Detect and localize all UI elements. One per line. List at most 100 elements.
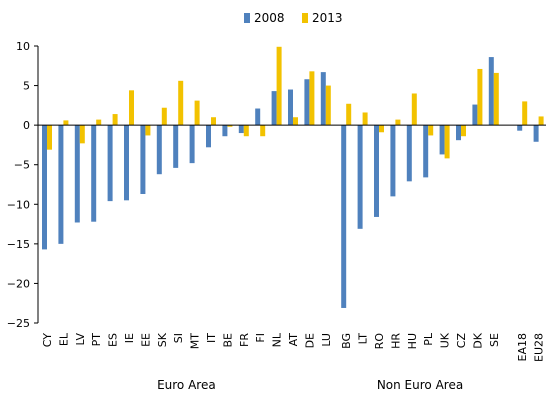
y-tick-label: −10 <box>7 198 30 211</box>
x-tick-label: CZ <box>455 333 468 349</box>
x-tick-label: FR <box>238 333 251 347</box>
bar-2013-RO <box>379 125 384 133</box>
x-tick-label: EL <box>57 332 70 346</box>
x-tick-label: SI <box>172 333 185 343</box>
x-tick-label: BE <box>221 333 234 348</box>
bar-2008-IT <box>206 125 211 148</box>
bar-2013-EE <box>145 125 151 136</box>
x-tick-label: HR <box>389 333 402 349</box>
x-tick-label: AT <box>287 333 300 347</box>
bar-2013-SE <box>493 72 499 126</box>
bar-2008-FI <box>255 108 261 126</box>
bar-2008-AT <box>288 89 293 126</box>
bar-2008-HU <box>406 125 412 182</box>
bar-2008-EU28 <box>533 125 539 142</box>
bar-2008-FR <box>238 125 244 134</box>
x-tick-label: EE <box>139 333 152 347</box>
y-tick-label: 0 <box>23 119 30 132</box>
bar-2008-LT <box>357 125 363 229</box>
bar-2008-EE <box>140 125 146 194</box>
x-tick-label: IE <box>123 333 136 343</box>
x-tick-label: HU <box>406 333 419 349</box>
bar-2008-DE <box>304 79 310 126</box>
x-tick-label: RO <box>373 333 386 350</box>
x-tick-label: MT <box>189 333 202 349</box>
x-tick-label: DE <box>303 333 316 348</box>
legend-label-2013: 2013 <box>312 11 343 25</box>
bar-2013-DE <box>309 71 315 126</box>
bar-2008-UK <box>439 125 445 155</box>
bar-2013-NL <box>276 46 282 126</box>
bar-2008-PL <box>423 125 429 178</box>
bar-2013-EL <box>63 120 69 126</box>
bar-2013-LU <box>325 85 331 126</box>
y-tick-label: 10 <box>16 40 30 53</box>
bar-2013-EA18 <box>522 101 528 126</box>
bar-2013-PL <box>428 125 434 136</box>
x-tick-label: DK <box>471 332 484 348</box>
group-label: Euro Area <box>157 378 216 392</box>
x-tick-label: FI <box>254 333 267 343</box>
bar-2013-FI <box>260 125 266 137</box>
bar-2013-DK <box>477 68 483 126</box>
bar-2008-RO <box>374 125 379 217</box>
bar-2008-HR <box>390 125 396 197</box>
x-tick-label: LV <box>74 333 87 346</box>
bar-2013-FR <box>243 125 249 137</box>
bar-2013-LV <box>79 125 85 144</box>
bar-2013-EU28 <box>538 116 544 126</box>
bars <box>42 46 544 308</box>
bar-2013-UK <box>444 125 450 159</box>
y-tick-label: 5 <box>23 80 30 93</box>
bar-2008-CZ <box>456 125 461 141</box>
x-tick-label: PT <box>90 333 103 347</box>
x-tick-label: IT <box>205 333 218 343</box>
bar-2008-LV <box>74 125 80 223</box>
bar-2013-LT <box>362 112 368 126</box>
x-tick-label: EA18 <box>516 333 529 361</box>
bar-2013-SI <box>178 80 184 126</box>
bar-2008-LU <box>320 72 326 126</box>
x-tick-label: BG <box>340 333 353 349</box>
legend-swatch-2008 <box>244 13 250 23</box>
legend-label-2008: 2008 <box>254 11 285 25</box>
x-tick-label: EU28 <box>533 333 546 362</box>
group-label: Non Euro Area <box>377 378 463 392</box>
bar-2008-PT <box>91 125 97 222</box>
y-axis: 10 5 0 −5 −10 −15 −20 −25 <box>7 40 39 330</box>
bar-2008-SE <box>488 57 494 126</box>
x-tick-label: ES <box>107 333 120 347</box>
bar-2013-CZ <box>461 125 466 137</box>
bar-2008-SK <box>156 125 162 175</box>
x-tick-label: UK <box>439 332 452 348</box>
bar-2013-AT <box>293 117 298 126</box>
x-tick-label: CY <box>41 333 54 347</box>
x-tick-label: NL <box>271 332 284 347</box>
bar-2013-PT <box>96 119 102 126</box>
bar-2013-MT <box>194 100 200 126</box>
bar-2008-NL <box>271 91 277 126</box>
x-axis: CY EL LV PT ES IE EE SK SI MT IT BE FR FI NL AT DE LU BG LT… <box>38 124 546 362</box>
bar-2013-BG <box>346 103 352 126</box>
bar-2008-EL <box>58 125 64 244</box>
category-groups: Euro Area Non Euro Area <box>157 378 463 392</box>
bar-2013-IE <box>129 90 134 126</box>
bar-2013-HU <box>411 93 417 126</box>
bar-2008-ES <box>107 125 113 202</box>
legend: 2008 2013 <box>244 11 343 25</box>
bar-2013-HR <box>395 119 401 126</box>
y-tick-label: −15 <box>7 238 30 251</box>
bar-2008-IE <box>124 125 129 201</box>
x-tick-label: LU <box>320 333 333 347</box>
x-tick-label: SE <box>488 333 501 347</box>
bar-2013-BE <box>227 125 233 127</box>
bar-2013-CY <box>47 125 52 150</box>
bar-2008-DK <box>472 104 478 126</box>
bar-2008-EA18 <box>517 125 523 131</box>
y-tick-label: −25 <box>7 317 30 330</box>
x-tick-label: PL <box>422 332 435 346</box>
bar-2013-IT <box>211 117 216 126</box>
x-tick-label: SK <box>156 332 169 347</box>
bar-2008-SI <box>173 125 179 168</box>
